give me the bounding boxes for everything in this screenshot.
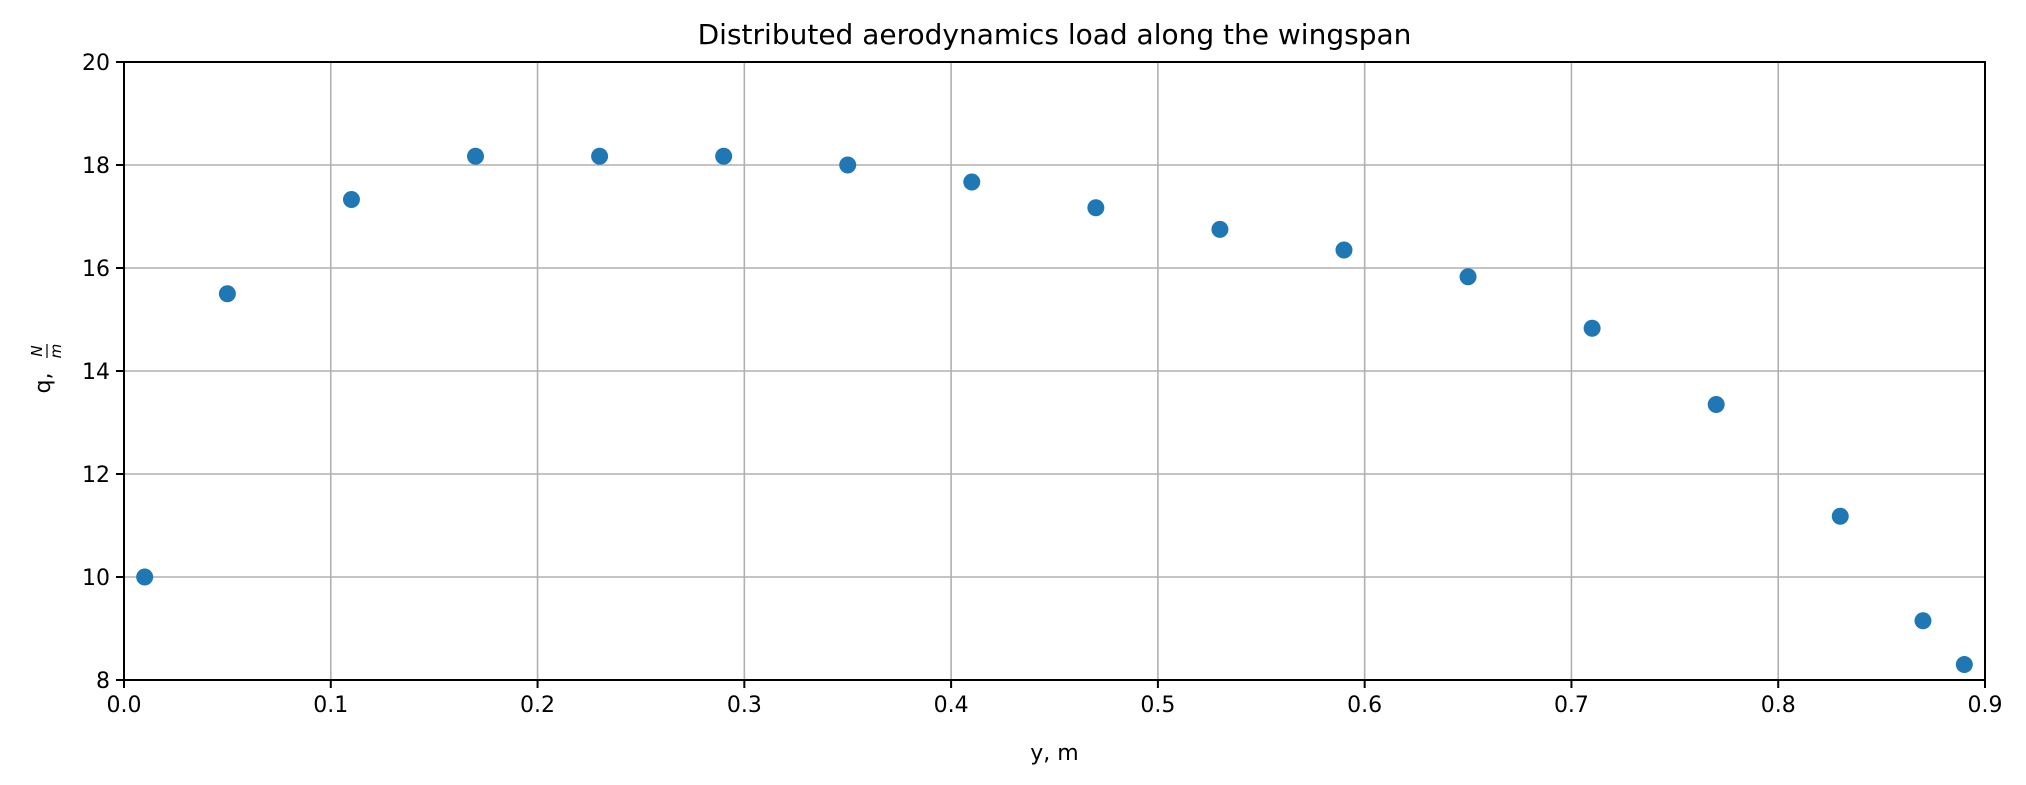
y-axis-label: q, N m — [28, 344, 65, 394]
x-tick-label: 0.5 — [1140, 693, 1175, 718]
x-tick-label: 0.1 — [313, 693, 348, 718]
data-point — [136, 568, 154, 586]
y-tick-label: 18 — [82, 154, 110, 179]
data-point — [467, 147, 485, 165]
data-point — [1335, 241, 1353, 259]
y-axis-label-prefix: q, — [31, 373, 56, 394]
data-point — [342, 191, 360, 209]
x-axis-label: y, m — [1030, 741, 1078, 766]
axis-ticks: 0.0 0.1 0.2 0.3 0.4 0.5 0.6 0.7 0.8 0.9 8 10 12 14 16 1… — [82, 51, 2003, 718]
y-axis-unit-denominator: m — [47, 344, 65, 359]
x-tick-label: 0.7 — [1554, 693, 1589, 718]
data-point — [1955, 656, 1973, 674]
data-point — [1914, 612, 1932, 630]
data-point — [963, 173, 981, 191]
y-axis-unit-numerator: N — [28, 345, 46, 356]
x-tick-label: 0.4 — [934, 693, 969, 718]
data-point — [1707, 395, 1725, 413]
x-tick-label: 0.3 — [727, 693, 762, 718]
data-point — [839, 156, 857, 174]
x-tick-label: 0.8 — [1761, 693, 1796, 718]
data-point — [1087, 199, 1105, 217]
data-point — [1211, 220, 1229, 238]
y-tick-label: 10 — [82, 566, 110, 591]
y-tick-label: 20 — [82, 51, 110, 76]
y-tick-label: 14 — [82, 360, 110, 385]
y-tick-label: 8 — [96, 669, 110, 694]
data-point — [1831, 507, 1849, 525]
data-points — [136, 147, 1973, 674]
grid — [123, 61, 1986, 681]
x-tick-label: 0.6 — [1347, 693, 1382, 718]
x-tick-label: 0.0 — [107, 693, 142, 718]
data-point — [1583, 319, 1601, 337]
x-tick-label: 0.9 — [1968, 693, 2003, 718]
y-tick-label: 16 — [82, 257, 110, 282]
x-tick-label: 0.2 — [520, 693, 555, 718]
data-point — [715, 147, 733, 165]
y-tick-label: 12 — [82, 463, 110, 488]
data-point — [218, 285, 236, 303]
data-point — [591, 147, 609, 165]
chart-title: Distributed aerodynamics load along the … — [698, 18, 1412, 51]
data-point — [1459, 268, 1477, 286]
